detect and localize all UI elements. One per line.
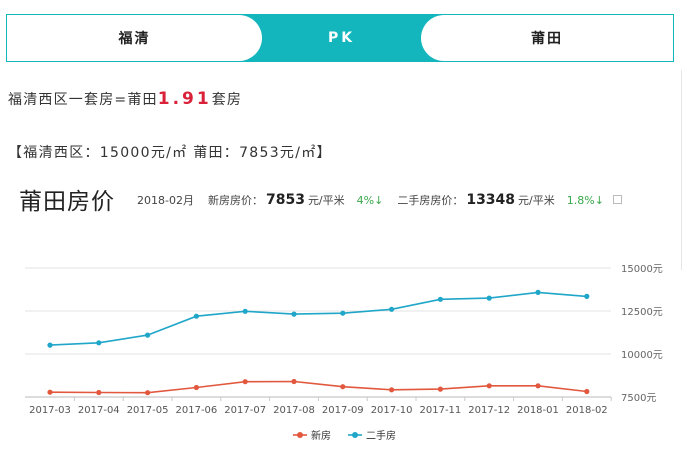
y-tick-label: 12500元: [621, 307, 663, 318]
data-point: [437, 386, 443, 392]
data-point: [145, 332, 151, 338]
data-point: [145, 390, 151, 396]
x-tick-label: 2017-05: [127, 405, 169, 416]
data-point: [291, 378, 297, 385]
price-line-chart: 15000元 12500元 10000元 7500元 2017-03 2017-04 201…: [25, 264, 663, 442]
chart-meta: 2018-02月 新房房价： 7853 元/平米 4%↓ 二手房房价： 1334…: [137, 192, 622, 208]
data-point: [535, 289, 541, 295]
x-tick-label: 2018-02: [566, 405, 608, 416]
y-tick-label: 10000元: [621, 350, 663, 361]
data-point: [340, 384, 346, 390]
x-tick-label: 2017-12: [468, 405, 510, 416]
pk-label: PK: [327, 30, 356, 46]
compare-suffix: 套房: [211, 92, 243, 108]
new-price-change: 4%↓: [356, 194, 384, 207]
pk-compare-bar: 福清 PK 莆田: [6, 14, 674, 62]
data-point: [193, 384, 199, 391]
new-price-label: 新房房价：: [207, 194, 263, 207]
data-point: [584, 388, 590, 395]
data-point: [242, 379, 248, 385]
data-point: [535, 383, 541, 389]
data-point: [437, 296, 443, 302]
compare-prefix: 福清西区一套房=莆田: [8, 92, 158, 108]
checkbox-icon[interactable]: [612, 195, 622, 204]
used-price-change: 1.8%↓: [566, 194, 604, 207]
x-tick-label: 2018-01: [517, 405, 559, 416]
data-point: [47, 342, 53, 348]
new-price-value: 7853: [265, 192, 305, 208]
data-point: [291, 311, 297, 317]
legend-label: 新房: [311, 429, 331, 442]
y-tick-label: 15000元: [621, 264, 663, 275]
pk-city-right[interactable]: 莆田: [421, 15, 673, 61]
data-point: [193, 313, 199, 319]
scroll-edge: [681, 70, 689, 270]
data-point: [486, 383, 492, 389]
data-point: [389, 306, 395, 312]
data-point: [96, 389, 102, 396]
data-point: [96, 340, 102, 346]
series-line-new: [49, 380, 587, 394]
compare-ratio: 1.91: [157, 89, 212, 109]
x-tick-label: 2017-11: [420, 405, 462, 416]
x-tick-label: 2017-07: [224, 405, 266, 416]
y-tick-label: 7500元: [621, 393, 656, 404]
x-tick-label: 2017-06: [176, 405, 218, 416]
x-tick-label: 2017-08: [273, 405, 315, 416]
new-price-unit: 元/平米: [307, 194, 345, 207]
legend-label: 二手房: [366, 429, 396, 442]
data-point: [584, 293, 590, 299]
meta-date: 2018-02月: [137, 194, 194, 207]
used-price-unit: 元/平米: [518, 194, 555, 207]
x-tick-label: 2017-03: [29, 405, 71, 416]
used-price-label: 二手房房价：: [397, 194, 464, 207]
data-point: [242, 308, 248, 314]
compare-sentence: 福清西区一套房=莆田1.91套房: [8, 89, 242, 109]
data-point: [389, 387, 395, 393]
price-summary: 【福清西区：15000元/㎡ 莆田：7853元/㎡】: [8, 145, 332, 161]
used-price-value: 13348: [466, 192, 516, 208]
pk-city-left[interactable]: 福清: [7, 15, 262, 61]
chart-title: 莆田房价: [19, 189, 115, 215]
x-tick-label: 2017-10: [371, 405, 413, 416]
data-point: [47, 389, 53, 395]
data-point: [340, 310, 346, 316]
legend-swatch: [297, 432, 303, 438]
data-point: [486, 295, 492, 301]
series-line-used: [49, 291, 587, 346]
legend-swatch: [352, 432, 358, 438]
x-tick-label: 2017-09: [322, 405, 364, 416]
x-tick-label: 2017-04: [78, 405, 120, 416]
